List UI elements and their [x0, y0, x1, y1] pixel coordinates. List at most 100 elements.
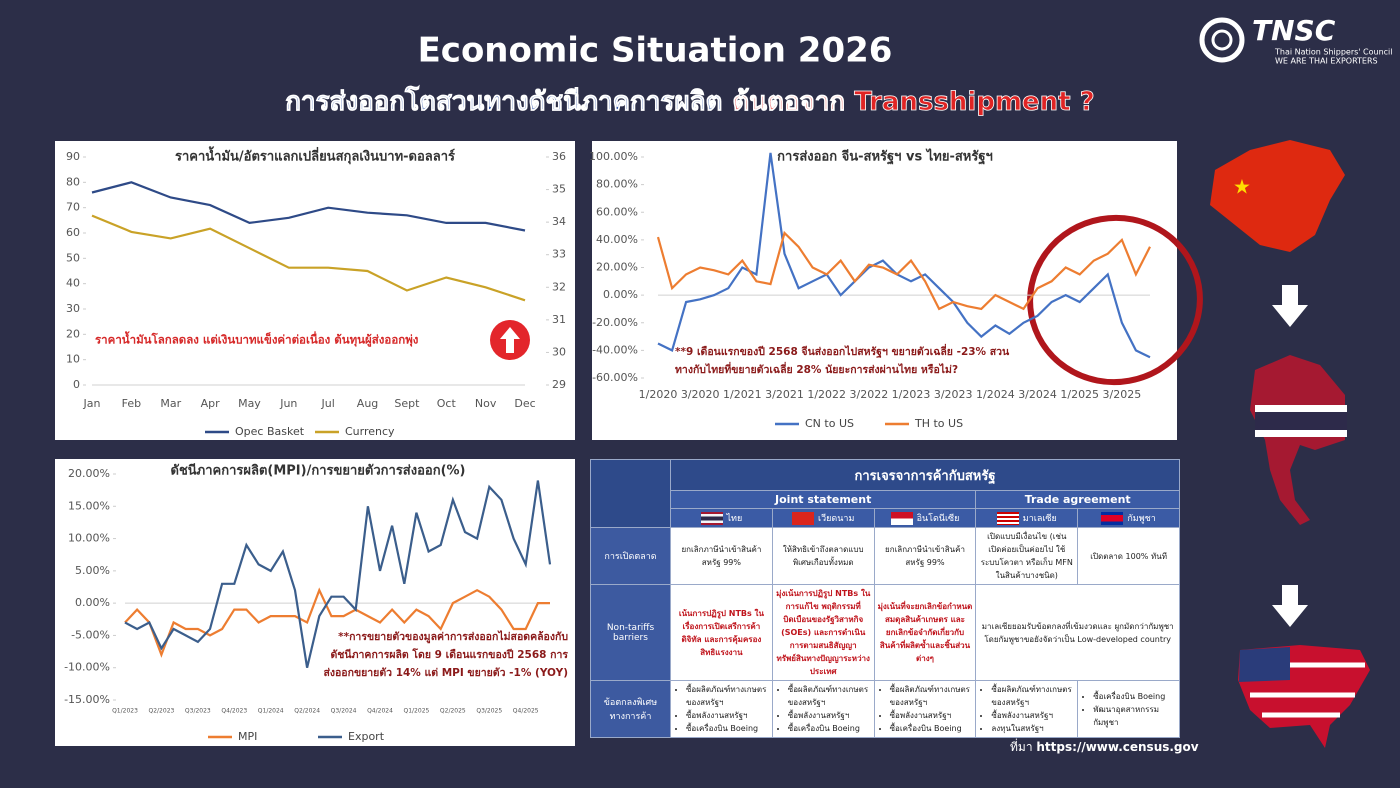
x-tick-label: Q3/2025 [476, 708, 502, 715]
y-tick-label: 34 [552, 215, 566, 228]
list-item: ซื้อผลิตภัณฑ์ทางเกษตรของสหรัฐฯ [991, 683, 1074, 709]
y-tick-label: -5.00% [71, 628, 110, 641]
y-tick-label: 20.00% [596, 261, 638, 274]
cell: ซื้อผลิตภัณฑ์ทางเกษตรของสหรัฐฯซื้อพลังงา… [670, 680, 773, 738]
legend-label: CN to US [805, 417, 854, 430]
country-name: กัมพูชา [1127, 514, 1156, 524]
annotation: ทางกับไทยที่ขยายตัวเฉลี่ย 28% นัยยะการส่… [675, 361, 958, 376]
y-tick-label: 36 [552, 150, 566, 163]
list-item: ซื้อเครื่องบิน Boeing [788, 722, 871, 735]
table-row: ข้อตกลงพิเศษทางการค้าซื้อผลิตภัณฑ์ทางเกษ… [590, 680, 1180, 738]
list-item: ซื้อผลิตภัณฑ์ทางเกษตรของสหรัฐฯ [788, 683, 871, 709]
legend-label: Opec Basket [235, 425, 305, 438]
cell: ซื้อเครื่องบิน Boeingพัฒนาอุตสาหกรรมกัมพ… [1077, 680, 1180, 738]
chart-title: การส่งออก จีน-สหรัฐฯ vs ไทย-สหรัฐฯ [777, 148, 993, 166]
list-item: ซื้อผลิตภัณฑ์ทางเกษตรของสหรัฐฯ [686, 683, 769, 709]
annotation: ดัชนีภาคการผลิต โดย 9 เดือนแรกของปี 2568… [330, 648, 568, 661]
y-tick-label: 90 [66, 150, 80, 163]
series-line [91, 181, 526, 232]
country: เวียดนาม [771, 508, 875, 528]
y-tick-label: 20 [66, 327, 80, 340]
y-tick-label: 29 [552, 378, 566, 391]
cell: มุ่งเน้นที่จะยกเลิกข้อกำหนดสมดุลสินค้าเก… [873, 584, 977, 681]
legend-label: Currency [345, 425, 395, 438]
x-tick-label: Q4/2024 [367, 708, 393, 715]
y-tick-label: 80.00% [596, 178, 638, 191]
list-item: ซื้อพลังงานสหรัฐฯ [788, 709, 871, 722]
x-tick-label: 1/2024 [976, 388, 1015, 401]
x-tick-label: 1/2020 [639, 388, 678, 401]
x-tick-label: Q3/2023 [185, 708, 211, 715]
country-name: เวียดนาม [818, 514, 855, 524]
y-tick-label: -20.00% [592, 316, 638, 329]
source-label: ที่มา [1010, 740, 1033, 754]
x-tick-label: Dec [514, 397, 535, 410]
y-tick-label: 10 [66, 353, 80, 366]
cell: ซื้อผลิตภัณฑ์ทางเกษตรของสหรัฐฯซื้อพลังงา… [771, 680, 875, 738]
down-arrow [1272, 285, 1308, 327]
map-usa [1238, 645, 1370, 748]
y-tick-label: 20.00% [68, 467, 110, 480]
y-tick-label: -40.00% [592, 343, 638, 356]
y-tick-label: 15.00% [68, 499, 110, 512]
cell: เปิดแบบมีเงื่อนไข (เช่น เปิดค่อยเป็นค่อย… [975, 527, 1079, 585]
y-tick-label: 40 [66, 277, 80, 290]
x-tick-label: 3/2025 [1103, 388, 1142, 401]
x-tick-label: Jan [83, 397, 101, 410]
flag [996, 512, 1019, 525]
x-tick-label: Q1/2025 [404, 708, 430, 715]
trade-table: การเจรจาการค้ากับสหรัฐ Joint statement Tr… [590, 459, 1180, 738]
y-tick-label: -60.00% [592, 371, 638, 384]
x-tick-label: Aug [357, 397, 378, 410]
y-tick-label: 30 [66, 302, 80, 315]
country-name: อินโดนีเซีย [916, 514, 960, 524]
cell: ยกเลิกภาษีนำเข้าสินค้าสหรัฐ 99% [873, 527, 977, 585]
list: ซื้อผลิตภัณฑ์ทางเกษตรของสหรัฐฯซื้อพลังงา… [674, 683, 769, 735]
y-tick-label: 50 [66, 251, 80, 264]
subtitle-main: การส่งออกโตสวนทางดัชนีภาคการผลิต [285, 85, 722, 117]
list: ซื้อผลิตภัณฑ์ทางเกษตรของสหรัฐฯซื้อพลังงา… [878, 683, 973, 735]
flag [700, 512, 723, 525]
x-tick-label: Q3/2024 [331, 708, 357, 715]
cell: ให้สิทธิเข้าถึงตลาดแบบพิเศษเกือบทั้งหมด [771, 527, 875, 585]
group: Trade agreement [975, 490, 1180, 509]
annotation: **การขยายตัวของมูลค่าการส่งออกไม่สอดคล้อ… [338, 630, 568, 644]
list: ซื้อผลิตภัณฑ์ทางเกษตรของสหรัฐฯซื้อพลังงา… [979, 683, 1074, 735]
annotation: ราคาน้ำมันโลกลดลง แต่เงินบาทแข็งค่าต่อเน… [95, 331, 419, 348]
flag [792, 512, 814, 525]
list-item: ลงทุนในสหรัฐฯ [991, 722, 1074, 735]
y-tick-label: 31 [552, 313, 566, 326]
panel [55, 141, 575, 440]
logo-line2: WE ARE THAI EXPORTERS [1275, 57, 1378, 66]
x-tick-label: Nov [475, 397, 497, 410]
x-tick-label: 1/2025 [1060, 388, 1099, 401]
cell: มาเลเซียยอมรับข้อตกลงที่เข้มงวดและ ผูกมั… [975, 584, 1180, 681]
y-tick-label: 80 [66, 175, 80, 188]
list-item: ซื้อพลังงานสหรัฐฯ [890, 709, 973, 722]
row-label: ข้อตกลงพิเศษทางการค้า [590, 680, 671, 738]
list: ซื้อเครื่องบิน Boeingพัฒนาอุตสาหกรรมกัมพ… [1081, 690, 1176, 729]
cell: เน้นการปฏิรูป NTBs ในเรื่องการเปิดเสรีกา… [670, 584, 773, 681]
series-line [124, 587, 550, 658]
list: ซื้อผลิตภัณฑ์ทางเกษตรของสหรัฐฯซื้อพลังงา… [776, 683, 871, 735]
x-tick-label: Feb [122, 397, 141, 410]
x-tick-label: 3/2023 [934, 388, 973, 401]
list-item: ซื้อเครื่องบิน Boeing [686, 722, 769, 735]
logo-name: TNSC [1252, 14, 1336, 47]
x-tick-label: 1/2022 [807, 388, 846, 401]
y-tick-label: -10.00% [64, 661, 110, 674]
source: ที่มา https://www.census.gov [1010, 738, 1199, 757]
country: ไทย [670, 508, 773, 528]
country: มาเลเซีย [975, 508, 1079, 528]
legend-label: Export [348, 730, 385, 743]
legend-label: MPI [238, 730, 257, 743]
title: Economic Situation 2026 [418, 31, 893, 71]
y-tick-label: 100.00% [589, 150, 638, 163]
list-item: ซื้อเครื่องบิน Boeing [890, 722, 973, 735]
y-tick-label: 30 [552, 345, 566, 358]
y-tick-label: 60.00% [596, 205, 638, 218]
series-line [91, 214, 526, 302]
highlight-circle [1027, 214, 1203, 386]
y-tick-label: 35 [552, 183, 566, 196]
x-tick-label: Q1/2024 [258, 708, 284, 715]
